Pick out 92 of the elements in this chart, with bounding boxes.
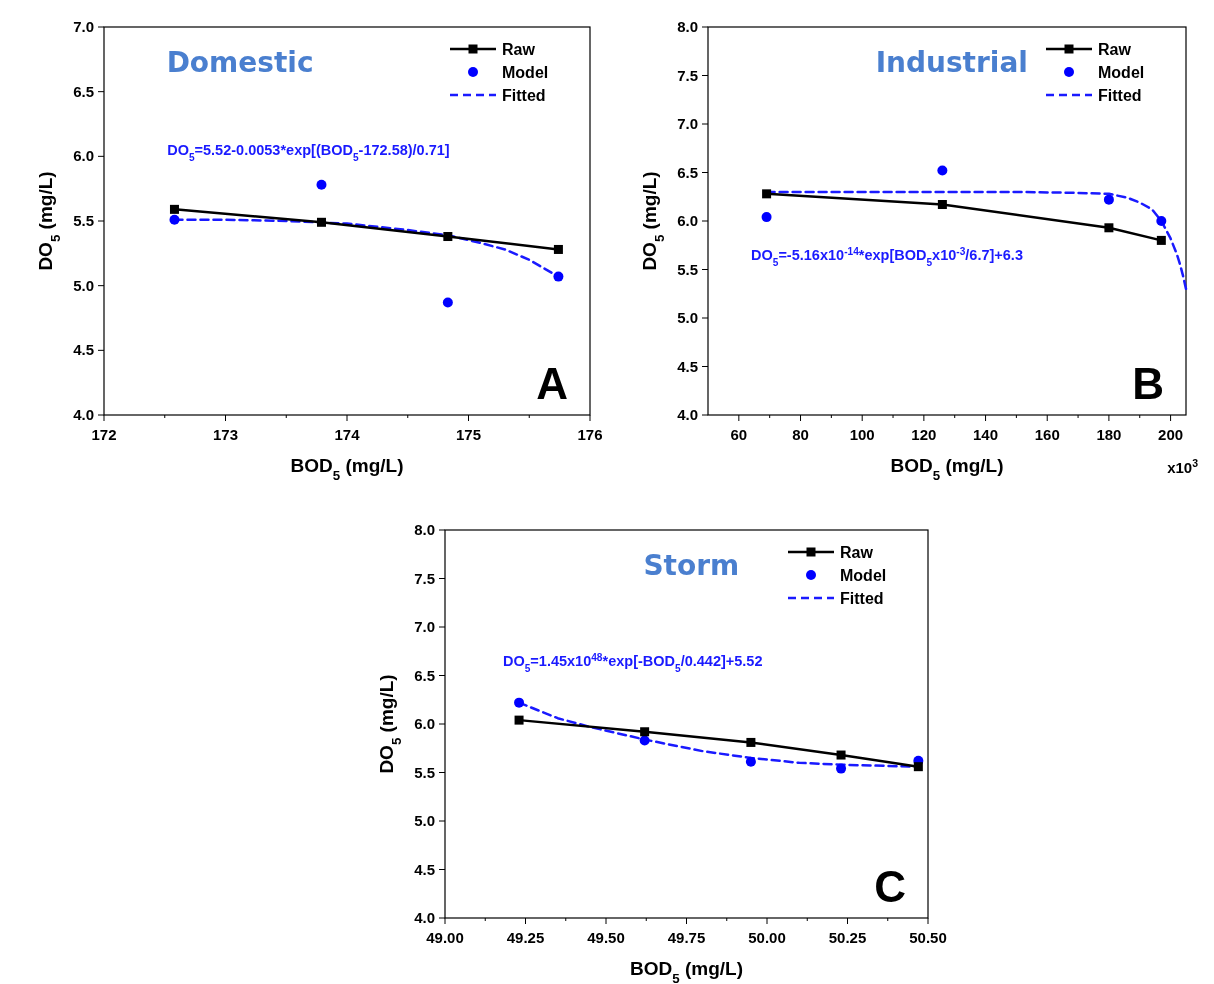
- x-tick-label: 140: [973, 426, 999, 443]
- y-tick-label: 4.5: [414, 860, 435, 878]
- text: Storm: [643, 548, 740, 582]
- x-tick-label: 180: [1096, 426, 1122, 443]
- point: [745, 756, 756, 767]
- y-tick-label: 4.0: [414, 909, 435, 926]
- x-tick-label: 49.75: [667, 929, 706, 946]
- x-tick-label: 49.50: [587, 929, 625, 946]
- y-tick-label: 6.0: [73, 147, 94, 165]
- point: [746, 737, 756, 747]
- point: [836, 750, 846, 760]
- annotation: DO$_{5}$=1.45x10$^{48}$*exp[-BOD$_{5}$/0.442]+5.52: [502, 651, 763, 674]
- y-tick-label: 5.0: [73, 276, 94, 294]
- x-tick-label: 120: [911, 426, 937, 443]
- legend-label: Model: [840, 567, 887, 584]
- y-tick-label: 7.5: [677, 66, 698, 84]
- x-tick-label: 176: [577, 426, 603, 443]
- legend-label: Fitted: [1098, 87, 1142, 104]
- y-tick-label: 7.0: [677, 115, 698, 132]
- y-tick-label: 5.5: [414, 763, 435, 781]
- point: [1104, 223, 1114, 233]
- x-tick-label: 49.25: [506, 929, 545, 946]
- x-tick-label: 200: [1158, 426, 1184, 443]
- x-axis-title: BOD$_{5}$ (mg/L): [630, 958, 743, 984]
- point: [937, 165, 948, 176]
- annotation: C: [874, 862, 906, 911]
- y-tick-label: 8.0: [677, 18, 698, 35]
- y-tick-label: 4.5: [677, 357, 698, 375]
- point: [514, 697, 525, 708]
- y-tick-label: 6.0: [414, 715, 435, 732]
- point: [937, 200, 947, 210]
- point: [639, 735, 650, 746]
- y-tick-label: 8.0: [414, 521, 435, 538]
- legend-label: Fitted: [840, 590, 884, 607]
- x-tick-label: 50.25: [828, 929, 867, 946]
- x-tick-label: 100: [849, 426, 875, 443]
- x-tick-label: 173: [212, 426, 239, 443]
- legend-label: Model: [1098, 64, 1145, 81]
- x-tick-label: 49.00: [426, 929, 464, 946]
- x-axis-title: BOD$_{5}$ (mg/L): [290, 455, 404, 483]
- x-tick-label: 50.00: [748, 929, 786, 946]
- legend-label: Fitted: [502, 87, 546, 104]
- point: [913, 762, 923, 772]
- y-tick-label: 5.5: [677, 260, 698, 278]
- text: Domestic: [166, 45, 314, 79]
- annotation: A: [536, 359, 568, 408]
- point: [1103, 194, 1114, 205]
- y-tick-label: 6.5: [677, 163, 698, 181]
- point: [316, 217, 326, 227]
- legend-label: Raw: [840, 544, 874, 561]
- annotation: DO$_{5}$=5.52-0.0053*exp[(BOD$_{5}$-172.58)/0.71]: [167, 142, 450, 163]
- point: [169, 214, 180, 225]
- point: [316, 179, 327, 190]
- x-tick-label: 175: [455, 426, 482, 443]
- y-tick-label: 4.5: [73, 341, 94, 359]
- x-tick-label: 172: [91, 426, 117, 443]
- annotation: B: [1132, 359, 1164, 408]
- point: [169, 204, 179, 214]
- point: [514, 715, 524, 725]
- x-tick-label: 80: [792, 426, 809, 443]
- y-tick-label: 4.0: [677, 406, 698, 423]
- point: [761, 212, 772, 223]
- point: [553, 244, 563, 254]
- point: [553, 271, 564, 282]
- text: x10$^{3}$: [1167, 457, 1199, 476]
- legend-label: Model: [502, 64, 549, 81]
- point: [762, 189, 772, 199]
- point: [443, 232, 453, 242]
- point: [640, 727, 650, 737]
- text: Industrial: [875, 45, 1028, 79]
- point: [1156, 216, 1167, 226]
- legend-label: Raw: [1098, 41, 1132, 58]
- point: [442, 297, 453, 308]
- x-tick-label: 60: [730, 426, 748, 443]
- y-tick-label: 6.0: [677, 212, 698, 229]
- legend-label: Raw: [502, 41, 536, 58]
- y-tick-label: 5.0: [414, 812, 435, 829]
- y-tick-label: 4.0: [73, 406, 94, 423]
- x-tick-label: 160: [1034, 426, 1060, 443]
- point: [1156, 235, 1166, 245]
- y-tick-label: 5.5: [73, 212, 94, 229]
- x-axis-title: BOD$_{5}$ (mg/L): [890, 455, 1004, 483]
- y-tick-label: 6.5: [73, 82, 94, 100]
- text: DO$_{5}$=-5.16x10$^{-14}$*exp[BOD$_{5}$x10$^{-3}$/6.7]+6.3: [751, 245, 1023, 268]
- y-tick-label: 7.5: [414, 569, 435, 587]
- y-tick-label: 7.0: [414, 618, 435, 635]
- y-tick-label: 5.0: [677, 309, 698, 326]
- y-tick-label: 7.0: [73, 18, 94, 35]
- point: [836, 763, 847, 774]
- y-tick-label: 6.5: [414, 666, 435, 684]
- x-tick-label: 174: [334, 426, 361, 443]
- x-tick-label: 50.50: [909, 929, 947, 946]
